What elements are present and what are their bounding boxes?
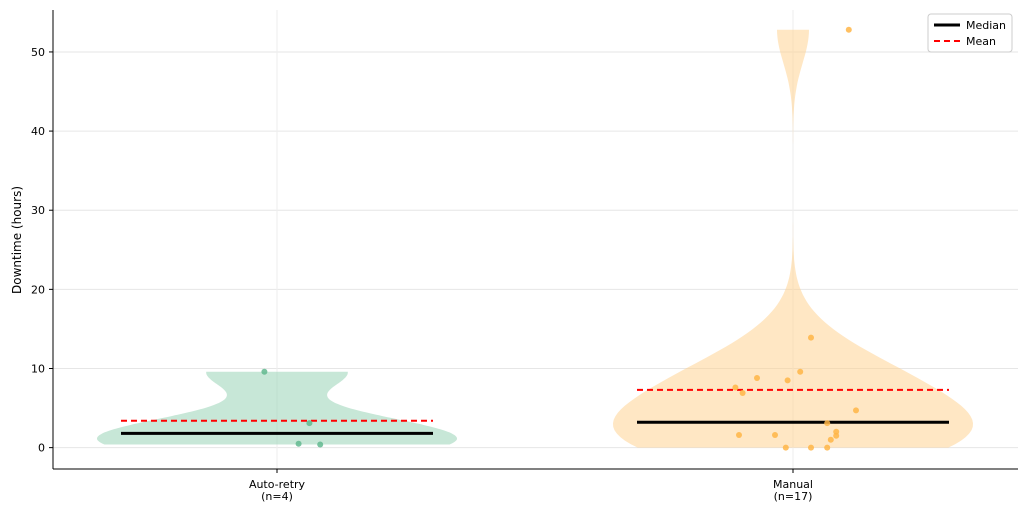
point-auto-retry-1 (306, 420, 313, 427)
point-manual-6 (739, 390, 746, 396)
point-manual-5 (732, 384, 739, 391)
point-manual-12 (772, 432, 778, 438)
y-ticks: 0 10 20 30 40 50 (31, 46, 53, 455)
x-tick-label-auto-retry: Auto-retry (249, 478, 306, 491)
data-points (261, 26, 859, 451)
point-manual-4 (784, 377, 791, 384)
y-tick-label-50: 50 (31, 46, 45, 59)
y-tick-label-10: 10 (31, 362, 45, 375)
point-manual-11 (833, 432, 840, 439)
point-manual-3 (754, 375, 760, 381)
point-manual-0 (845, 26, 852, 33)
point-manual-14 (782, 444, 789, 451)
legend-mean-label: Mean (966, 35, 996, 48)
grid-lines (53, 10, 1018, 469)
legend: Median Mean (927, 13, 1013, 53)
point-manual-2 (797, 368, 804, 375)
point-auto-retry-2 (295, 440, 302, 447)
y-tick-label-0: 0 (38, 442, 45, 455)
point-auto-retry-0 (261, 368, 268, 375)
y-axis-label: Downtime (hours) (10, 186, 24, 294)
axes (52, 10, 1018, 470)
point-auto-retry-3 (317, 441, 324, 448)
point-manual-10 (736, 432, 742, 438)
x-tick-label-manual: Manual (773, 478, 813, 491)
legend-median-label: Median (966, 19, 1006, 32)
violin-manual (613, 29, 973, 448)
point-manual-16 (824, 444, 831, 451)
y-tick-label-20: 20 (31, 283, 45, 296)
y-tick-label-40: 40 (31, 125, 45, 138)
x-tick-count-manual: (n=17) (774, 490, 813, 503)
point-manual-8 (824, 420, 831, 427)
point-manual-7 (853, 407, 859, 414)
point-manual-13 (827, 436, 834, 443)
x-tick-count-auto-retry: (n=4) (261, 490, 293, 503)
point-manual-1 (808, 334, 814, 341)
violins (97, 29, 973, 448)
point-manual-15 (808, 444, 814, 451)
y-tick-label-30: 30 (31, 204, 45, 217)
violin-auto-retry (97, 371, 457, 445)
stat-lines (121, 388, 949, 435)
x-ticks: Auto-retry(n=4) Manual(n=17) (249, 469, 813, 503)
